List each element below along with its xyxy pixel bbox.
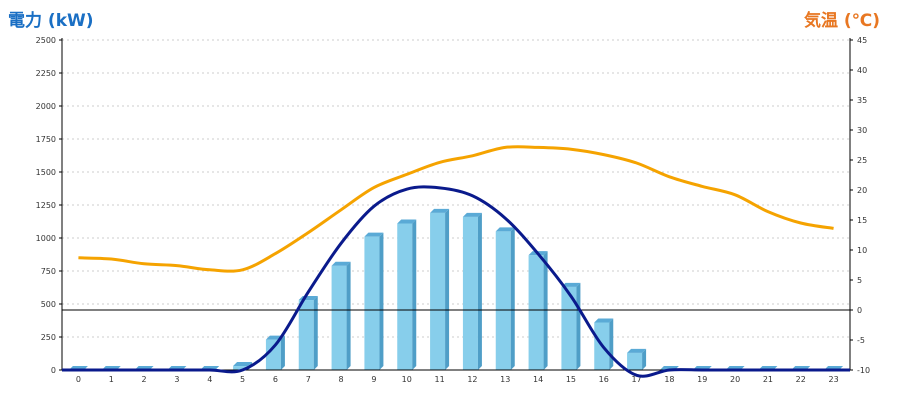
x-tick-label: 13 [500,375,510,384]
right-tick-label: 45 [857,36,867,45]
x-tick-label: 23 [828,375,838,384]
bar [298,300,314,370]
left-tick-label: 2500 [36,36,56,45]
bar [462,216,478,370]
bar-side [510,227,515,370]
left-tick-label: 750 [41,267,56,276]
bar-top [397,219,417,224]
bar [495,231,511,370]
right-tick-label: 25 [857,156,867,165]
bar [233,366,249,370]
left-tick-label: 0 [51,366,56,375]
power-curve-line [61,185,850,378]
right-axis-title: 気温 (℃) [803,11,880,31]
x-tick-label: 22 [796,375,806,384]
x-tick-label: 16 [599,375,609,384]
right-tick-label: -10 [857,366,870,375]
left-tick-label: 2000 [36,102,56,111]
bar [561,286,577,370]
bar [430,212,446,370]
x-tick-label: 3 [174,375,179,384]
bar [265,339,281,370]
x-tick-label: 18 [664,375,674,384]
bar-top [627,348,647,353]
bar-side [543,251,548,370]
bar-side [642,348,647,370]
x-tick-label: 21 [763,375,773,384]
x-tick-label: 15 [566,375,576,384]
right-tick-label: 40 [857,66,867,75]
left-tick-label: 500 [41,300,56,309]
bar-side [609,318,614,370]
bar [331,265,347,370]
x-tick-label: 0 [76,375,81,384]
right-tick-label: 10 [857,246,867,255]
bar-side [346,261,351,370]
bar [528,255,544,370]
x-tick-label: 4 [207,375,212,384]
x-tick-label: 6 [273,375,278,384]
x-tick-label: 5 [240,375,245,384]
right-tick-label: -5 [857,336,865,345]
right-tick-label: 20 [857,186,867,195]
temperature-line [78,145,834,273]
left-tick-label: 1250 [36,201,56,210]
bar-side [445,208,450,370]
right-tick-label: 0 [857,306,862,315]
bar-top [495,227,515,232]
x-tick-label: 1 [109,375,114,384]
right-tick-label: 15 [857,216,867,225]
x-tick-label: 12 [467,375,477,384]
bar-side [379,232,384,370]
bar-top [430,208,450,213]
left-tick-label: 1500 [36,168,56,177]
x-tick-label: 17 [631,375,641,384]
bar-top [364,232,384,237]
x-tick-label: 19 [697,375,707,384]
bar-side [313,296,318,370]
right-tick-label: 35 [857,96,867,105]
x-tick-label: 7 [306,375,311,384]
right-tick-label: 30 [857,126,867,135]
left-axis-title: 電力 (kW) [8,11,94,31]
bar-side [477,212,482,370]
x-tick-label: 11 [434,375,444,384]
bar-top [561,282,581,287]
bar-side [576,282,581,370]
bar-side [412,219,417,370]
bar [364,236,380,370]
x-tick-label: 8 [339,375,344,384]
right-tick-label: 5 [857,276,862,285]
bar [397,223,413,370]
x-tick-label: 10 [402,375,412,384]
x-tick-label: 14 [533,375,543,384]
bar-side [280,335,285,370]
bar-top [233,362,253,367]
bar-top [462,212,482,217]
bar-top [331,261,351,266]
left-tick-label: 250 [41,333,56,342]
x-tick-label: 9 [371,375,376,384]
left-tick-label: 1750 [36,135,56,144]
x-tick-label: 20 [730,375,740,384]
left-tick-label: 2250 [36,69,56,78]
x-tick-label: 2 [142,375,147,384]
bar [627,352,643,370]
left-tick-label: 1000 [36,234,56,243]
bar-top [594,318,614,323]
